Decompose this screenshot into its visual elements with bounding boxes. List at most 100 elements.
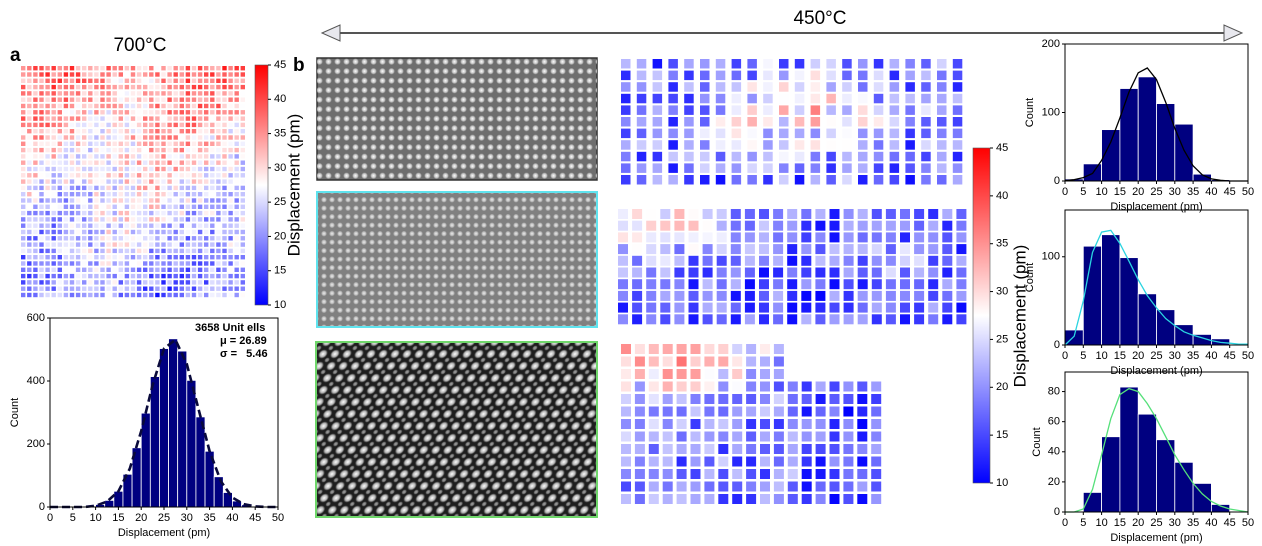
map-cell: [100, 255, 104, 259]
map-cell: [45, 85, 49, 89]
map-cell: [691, 444, 701, 454]
map-cell: [64, 255, 68, 259]
map-cell: [155, 79, 159, 83]
map-cell: [88, 211, 92, 215]
map-cell: [70, 104, 74, 108]
map-cell: [119, 173, 123, 177]
map-cell: [759, 268, 769, 278]
y-tick-label: 100: [1042, 251, 1060, 263]
map-cell: [33, 236, 37, 240]
map-cell: [149, 135, 153, 139]
map-cell: [94, 205, 98, 209]
map-cell: [21, 249, 25, 253]
map-cell: [119, 205, 123, 209]
map-cell: [241, 79, 245, 83]
map-cell: [759, 232, 769, 242]
map-cell: [192, 236, 196, 240]
map-cell: [82, 142, 86, 146]
map-cell: [905, 175, 915, 185]
map-cell: [58, 91, 62, 95]
map-cell: [161, 135, 165, 139]
map-cell: [815, 221, 825, 231]
map-cell: [815, 279, 825, 289]
map-cell: [210, 116, 214, 120]
map-cell: [956, 279, 966, 289]
map-cell: [33, 261, 37, 265]
map-cell: [816, 419, 826, 429]
micrograph-lattice: [317, 192, 597, 327]
map-cell: [45, 280, 49, 284]
map-cell: [125, 211, 129, 215]
map-cell: [88, 104, 92, 108]
map-cell: [174, 91, 178, 95]
map-cell: [703, 232, 713, 242]
map-cell: [830, 303, 840, 313]
map-cell: [663, 444, 673, 454]
map-cell: [637, 105, 647, 115]
map-cell: [871, 469, 881, 479]
map-cell: [216, 154, 220, 158]
map-cell: [621, 152, 631, 162]
map-cell: [788, 432, 798, 442]
map-cell: [886, 268, 896, 278]
map-cell: [843, 419, 853, 429]
map-cell: [795, 175, 805, 185]
map-cell: [816, 394, 826, 404]
map-cell: [161, 173, 165, 177]
map-cell: [58, 293, 62, 297]
map-cell: [149, 287, 153, 291]
map-cell: [192, 79, 196, 83]
micrograph-lattice: [316, 342, 597, 517]
map-cell: [900, 303, 910, 313]
map-cell: [942, 268, 952, 278]
map-cell: [872, 314, 882, 324]
map-cell: [677, 444, 687, 454]
map-cell: [143, 167, 147, 171]
map-cell: [21, 236, 25, 240]
map-cell: [52, 104, 56, 108]
map-cell: [228, 110, 232, 114]
map-cell: [637, 152, 647, 162]
map-cell: [82, 167, 86, 171]
map-cell: [149, 123, 153, 127]
map-cell: [125, 179, 129, 183]
map-cell: [222, 261, 226, 265]
map-cell: [921, 117, 931, 127]
map-cell: [216, 287, 220, 291]
map-cell: [830, 382, 840, 392]
map-cell: [663, 407, 673, 417]
map-cell: [700, 59, 710, 69]
map-cell: [204, 66, 208, 70]
map-cell: [760, 394, 770, 404]
map-cell: [119, 224, 123, 228]
map-cell: [871, 394, 881, 404]
map-cell: [167, 217, 171, 221]
map-cell: [113, 79, 117, 83]
map-cell: [241, 224, 245, 228]
map-cell: [900, 291, 910, 301]
map-cell: [45, 116, 49, 120]
map-cell: [88, 91, 92, 95]
map-cell: [21, 274, 25, 278]
map-cell: [210, 198, 214, 202]
histogram-bar: [1120, 387, 1138, 512]
map-cell: [180, 287, 184, 291]
map-cell: [241, 167, 245, 171]
map-cell: [113, 224, 117, 228]
map-cell: [161, 66, 165, 70]
map-cell: [39, 135, 43, 139]
map-cell: [241, 129, 245, 133]
map-cell: [204, 116, 208, 120]
map-cell: [100, 148, 104, 152]
map-cell: [21, 91, 25, 95]
map-cell: [871, 444, 881, 454]
map-cell: [857, 407, 867, 417]
map-cell: [27, 104, 31, 108]
map-cell: [174, 66, 178, 70]
map-cell: [235, 280, 239, 284]
map-cell: [192, 242, 196, 246]
map-cell: [161, 116, 165, 120]
map-cell: [76, 123, 80, 127]
map-cell: [125, 186, 129, 190]
map-cell: [180, 123, 184, 127]
